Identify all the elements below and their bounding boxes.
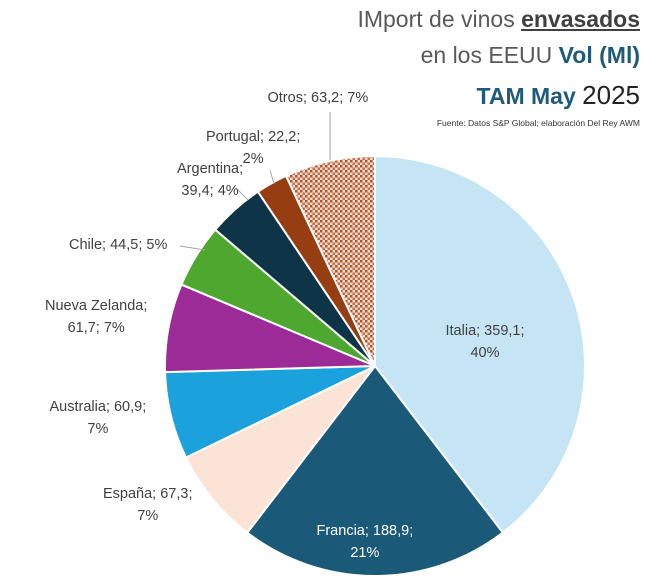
slice-label-italia: Italia; 359,1; 40% [446,320,525,364]
pie-slice-italia [374,154,586,535]
slice-label-line: 7% [87,421,109,437]
slice-label-line: Nueva Zelanda; [45,298,148,314]
leader-lines [179,112,331,251]
pie-slice-espa-a [184,365,376,535]
slice-label-line: Francia; 188,9; [316,523,414,539]
slice-label-line: 39,4; 4% [181,183,239,199]
slice-label-australia: Australia; 60,9; 7% [50,396,147,440]
slice-label-line: Chile; 44,5; 5% [69,237,168,253]
leader-line [269,169,275,185]
slice-label-francia: Francia; 188,9; 21% [317,520,414,564]
leader-line [235,187,249,201]
title-prefix: en los EEUU [420,42,559,68]
slice-label-line: España; 67,3; [103,486,193,502]
slice-label-line: Argentina; [177,161,244,177]
title-unit: Vol (Ml) [558,42,640,68]
slice-label-otros: Otros; 63,2; 7% [268,87,369,109]
slice-label-line: Otros; 63,2; 7% [267,90,369,106]
slice-label-line: Portugal; 22,2; [206,129,301,145]
pie-slice-francia [245,364,505,577]
slice-label-portugal: Portugal; 22,2; 2% [206,126,300,170]
slice-label-line: 21% [350,545,380,561]
title-period: TAM May [476,83,576,109]
pie-slices [164,154,586,577]
chart-title-line-2: en los EEUU Vol (Ml) [421,42,640,69]
slice-label-chile: Chile; 44,5; 5% [69,234,167,256]
chart-title-line-1: IMport de vinos envasados [357,6,640,33]
title-emphasis: envasados [521,6,640,32]
title-year: 2025 [582,80,640,110]
title-prefix: IMport de vinos [357,6,522,32]
slice-label-nueva-zelanda: Nueva Zelanda; 61,7; 7% [45,295,147,339]
chart-title-line-3: TAM May 2025 [477,80,640,111]
slice-label-argentina: Argentina; 39,4; 4% [177,158,243,202]
slice-label-line: 7% [137,508,159,524]
slice-label-line: Italia; 359,1; [445,323,525,339]
chart-source-note: Fuente: Datos S&P Global; elaboración De… [436,118,640,128]
slice-label-line: 40% [470,345,500,361]
slice-label-line: 2% [242,151,264,167]
leader-line [179,245,206,251]
slice-label-espa-a: España; 67,3; 7% [103,483,193,527]
slice-label-line: Australia; 60,9; [49,399,147,415]
pie-slice-otros [284,154,376,367]
slice-label-line: 61,7; 7% [67,320,125,336]
